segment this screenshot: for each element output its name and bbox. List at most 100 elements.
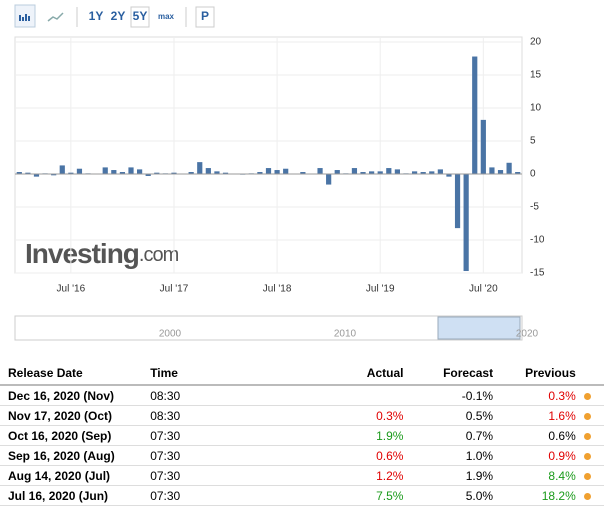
revision-cell (575, 485, 604, 506)
bar (334, 170, 340, 174)
revision-dot (583, 472, 591, 480)
bar (257, 172, 263, 174)
bar (377, 171, 383, 174)
area-chart-icon[interactable] (47, 12, 64, 22)
bar (463, 174, 469, 272)
watermark-domain: .com (139, 244, 179, 266)
table-row: Dec 16, 2020 (Nov) 08:30 -0.1% 0.3% (0, 385, 604, 406)
bar (145, 174, 151, 176)
bar (51, 174, 57, 176)
bar (171, 172, 177, 174)
bar (111, 170, 117, 174)
table-row: Nov 17, 2020 (Oct) 08:30 0.3% 0.5% 1.6% (0, 405, 604, 426)
forecast: 1.9% (403, 465, 494, 486)
bar (317, 168, 323, 174)
release-date: Sep 16, 2020 (Aug) (0, 445, 143, 466)
bar-icon-glyph (19, 14, 30, 21)
navigator-window[interactable] (437, 316, 521, 340)
release-time: 08:30 (142, 385, 312, 406)
y-tick-label: -15 (530, 268, 545, 279)
revision-cell (575, 445, 604, 466)
bar (214, 171, 220, 174)
release-time: 08:30 (142, 405, 312, 426)
revision-dot (583, 432, 591, 440)
range-selected (130, 6, 150, 28)
previous: 18.2% (493, 485, 576, 506)
bar (515, 172, 521, 174)
bar (480, 119, 486, 174)
previous: 8.4% (493, 465, 576, 486)
release-time: 07:30 (142, 465, 312, 486)
navigator-label: 2020 (516, 329, 539, 340)
x-tick-label: Jul '18 (263, 284, 292, 295)
bar (420, 172, 426, 174)
release-date: Jul 16, 2020 (Jun) (0, 485, 143, 506)
forecast: 0.7% (403, 425, 494, 446)
y-tick-label: 20 (530, 37, 542, 48)
y-tick-label: 10 (530, 103, 542, 114)
bar (274, 170, 280, 174)
watermark: Investing.com (25, 238, 179, 269)
bar (300, 172, 306, 174)
y-tick-label: 15 (530, 70, 542, 81)
x-tick-label: Jul '17 (160, 284, 189, 295)
range-button[interactable]: 5Y (133, 9, 148, 23)
previous: 0.6% (493, 425, 576, 446)
bar (137, 169, 143, 174)
bar (472, 56, 478, 174)
bar (205, 168, 211, 174)
y-tick-label: -5 (530, 202, 539, 213)
bar (506, 162, 512, 174)
forecast: 1.0% (403, 445, 494, 466)
bar (33, 174, 40, 177)
column-header: Previous (493, 362, 576, 386)
column-header: Time (142, 362, 312, 386)
bar (283, 168, 289, 174)
column-header: Forecast (403, 362, 494, 386)
bar (497, 170, 504, 174)
bar (446, 174, 452, 177)
actual: 0.6% (311, 445, 404, 466)
previous: 0.3% (493, 385, 576, 406)
navigator-label: 2000 (159, 329, 182, 340)
bar (59, 165, 65, 174)
bar (16, 172, 22, 174)
print-button[interactable] (195, 6, 215, 28)
release-date: Aug 14, 2020 (Jul) (0, 465, 143, 486)
revision-cell (575, 465, 604, 486)
actual: 1.2% (311, 465, 404, 486)
bar (265, 168, 272, 174)
forecast: -0.1% (403, 385, 494, 406)
history-table: Release Date Time Actual Forecast Previous De… (0, 362, 604, 506)
range-button[interactable]: max (158, 12, 175, 21)
table-body: Dec 16, 2020 (Nov) 08:30 -0.1% 0.3% Nov 17, … (0, 385, 604, 506)
bar (128, 167, 134, 174)
bar (222, 172, 229, 174)
actual: 7.5% (311, 485, 404, 506)
x-tick-label: Jul '20 (469, 284, 498, 295)
previous: 1.6% (493, 405, 576, 426)
watermark-brand: Investing (25, 238, 139, 269)
table-row: Sep 16, 2020 (Aug) 07:30 0.6% 1.0% 0.9% (0, 445, 604, 466)
y-tick-label: -10 (530, 235, 545, 246)
bar (351, 168, 358, 174)
bar (68, 172, 74, 174)
bar (197, 162, 203, 174)
bar (429, 171, 435, 174)
actual: 0.3% (311, 405, 404, 426)
print-label[interactable]: P (201, 9, 209, 23)
chart-widget: P Investing.com 1Y 2Y 5Y max -15 -10 -5 0 5 10 15 2… (14, 4, 545, 341)
bar (386, 168, 392, 174)
bar (188, 172, 194, 174)
revision-dot (583, 392, 591, 400)
bar (489, 167, 495, 174)
revision-dot (583, 452, 591, 460)
release-time: 07:30 (142, 425, 312, 446)
range-button[interactable]: 2Y (111, 9, 126, 23)
revision-cell (575, 405, 604, 426)
bar (119, 172, 126, 174)
column-header: Actual (311, 362, 404, 386)
range-button[interactable]: 1Y (89, 9, 104, 23)
release-time: 07:30 (142, 445, 312, 466)
bar (369, 171, 375, 174)
